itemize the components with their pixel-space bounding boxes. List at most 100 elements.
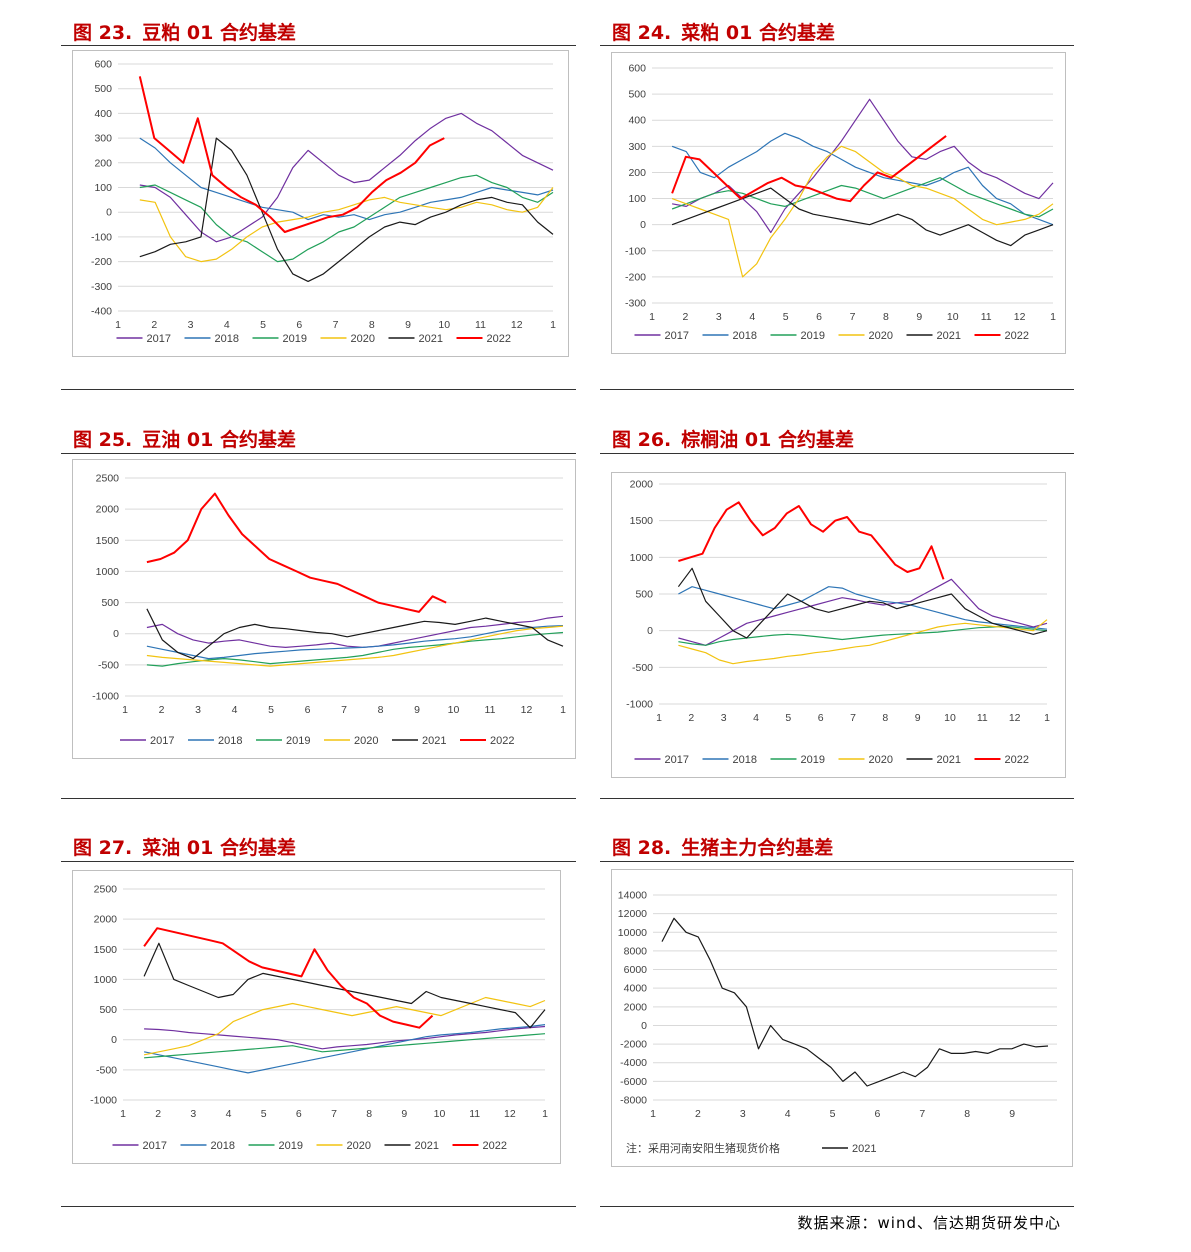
x-tick-label: 8 — [369, 319, 375, 331]
x-tick-label: 1 — [120, 1108, 126, 1120]
y-tick-label: 10000 — [618, 927, 647, 939]
panel-fig27: 图 27. 菜油 01 合约基差 -1000 -500 0 500 1000 1500 200… — [61, 833, 576, 1207]
y-tick-label: 100 — [628, 193, 646, 205]
y-tick-label: 2000 — [624, 1001, 648, 1013]
x-tick-label: 2 — [695, 1108, 701, 1120]
y-tick-label: -500 — [98, 659, 119, 671]
y-tick-label: 8000 — [624, 945, 648, 957]
title-rule — [61, 453, 576, 454]
legend-label: 2022 — [1005, 330, 1029, 342]
panel-fig24: 图 24. 菜粕 01 合约基差 -300 -200 -100 0 100 200 300 40… — [600, 18, 1074, 390]
x-tick-label: 5 — [260, 319, 266, 331]
y-tick-label: -1000 — [92, 691, 119, 703]
series-line-2020 — [143, 996, 546, 1056]
chart-frame: -400 -300 -200 -100 0 100 200 300 400 500 600 1 2 3 4 5… — [72, 50, 569, 357]
series-line-2017 — [678, 578, 1048, 646]
legend-label: 2017 — [143, 1140, 167, 1152]
legend-label: 2022 — [487, 333, 511, 345]
y-tick-label: 1500 — [96, 535, 120, 547]
x-tick-label: 1 — [122, 704, 128, 716]
x-tick-label: 9 — [916, 311, 922, 323]
y-tick-label: -200 — [625, 271, 646, 283]
title-rule — [600, 45, 1074, 46]
legend-label: 2020 — [347, 1140, 371, 1152]
x-tick-label: 5 — [268, 704, 274, 716]
x-tick-label: 5 — [785, 712, 791, 724]
y-tick-label: 0 — [647, 625, 653, 637]
x-tick-label: 6 — [305, 704, 311, 716]
x-tick-label: 2 — [155, 1108, 161, 1120]
panel-fig28: 图 28. 生猪主力合约基差 -8000 -6000 -4000 -2000 0 2000 4… — [600, 833, 1074, 1207]
y-tick-label: 1500 — [94, 944, 118, 956]
legend-label: 2019 — [286, 735, 310, 747]
legend-label: 2018 — [733, 754, 757, 766]
y-tick-label: -1000 — [626, 699, 653, 711]
y-tick-label: -300 — [625, 298, 646, 310]
series-line-2019 — [139, 174, 554, 263]
series-line-2022 — [146, 492, 447, 613]
x-tick-label: 7 — [341, 704, 347, 716]
chart-frame: -1000 -500 0 500 1000 1500 2000 2500 1 2 3 4 5 6 7 8 9 10… — [72, 870, 561, 1164]
bottom-rule — [600, 798, 1074, 799]
bottom-rule — [61, 798, 576, 799]
x-tick-label: 2 — [688, 712, 694, 724]
y-tick-label: 300 — [94, 133, 112, 145]
x-tick-label: 9 — [1009, 1108, 1015, 1120]
panel-fig25: 图 25. 豆油 01 合约基差 -1000 -500 0 500 1000 1500 200… — [61, 425, 576, 799]
data-source-footer: 数据来源：wind、信达期货研发中心 — [797, 1214, 1061, 1232]
x-tick-label: 11 — [981, 311, 992, 323]
legend-label: 2019 — [801, 754, 825, 766]
title-rule — [61, 861, 576, 862]
x-tick-label: 11 — [469, 1108, 480, 1120]
legend-label: 2018 — [215, 333, 239, 345]
x-tick-label: 3 — [195, 704, 201, 716]
x-tick-label: 10 — [947, 311, 959, 323]
y-tick-label: -4000 — [620, 1057, 647, 1069]
x-tick-label: 7 — [850, 712, 856, 724]
x-tick-label: 10 — [448, 704, 460, 716]
title-rule — [61, 45, 576, 46]
y-tick-label: -400 — [91, 306, 112, 318]
y-tick-label: -100 — [625, 245, 646, 257]
chart-frame: -1000 -500 0 500 1000 1500 2000 1 2 3 4 5 6 7 8 9 10 11 12… — [611, 472, 1066, 778]
x-tick-label: 8 — [366, 1108, 372, 1120]
x-tick-label: 1 — [550, 319, 556, 331]
series-line-2021 — [143, 942, 546, 1029]
bottom-rule — [61, 1206, 576, 1207]
legend-label: 2018 — [733, 330, 757, 342]
chart-title: 图 24. 菜粕 01 合约基差 — [612, 22, 835, 44]
x-tick-label: 5 — [783, 311, 789, 323]
legend-label: 2018 — [211, 1140, 235, 1152]
series-line-2020 — [146, 625, 564, 667]
y-tick-label: 100 — [94, 182, 112, 194]
y-tick-label: -100 — [91, 231, 112, 243]
y-tick-label: -2000 — [620, 1039, 647, 1051]
series-line-2018 — [146, 625, 564, 660]
x-tick-label: 7 — [333, 319, 339, 331]
y-tick-label: 0 — [640, 219, 646, 231]
x-tick-label: 6 — [296, 319, 302, 331]
x-tick-label: 3 — [188, 319, 194, 331]
x-tick-label: 11 — [475, 319, 486, 331]
x-tick-label: 4 — [224, 319, 230, 331]
x-tick-label: 1 — [656, 712, 662, 724]
x-tick-label: 4 — [785, 1108, 791, 1120]
x-tick-label: 10 — [438, 319, 450, 331]
y-tick-label: 2000 — [96, 504, 120, 516]
x-tick-label: 2 — [151, 319, 157, 331]
chart-title: 图 28. 生猪主力合约基差 — [612, 837, 834, 859]
y-tick-label: 6000 — [624, 964, 648, 976]
y-tick-label: 2000 — [94, 914, 118, 926]
y-tick-label: 500 — [94, 83, 112, 95]
x-tick-label: 3 — [716, 311, 722, 323]
y-tick-label: 1000 — [94, 974, 118, 986]
x-tick-label: 4 — [749, 311, 755, 323]
series-line-2017 — [671, 98, 1054, 234]
x-tick-label: 3 — [190, 1108, 196, 1120]
x-tick-label: 4 — [226, 1108, 232, 1120]
series-line-2018 — [678, 586, 1048, 630]
x-tick-label: 9 — [401, 1108, 407, 1120]
legend-label: 2019 — [283, 333, 307, 345]
x-tick-label: 9 — [915, 712, 921, 724]
